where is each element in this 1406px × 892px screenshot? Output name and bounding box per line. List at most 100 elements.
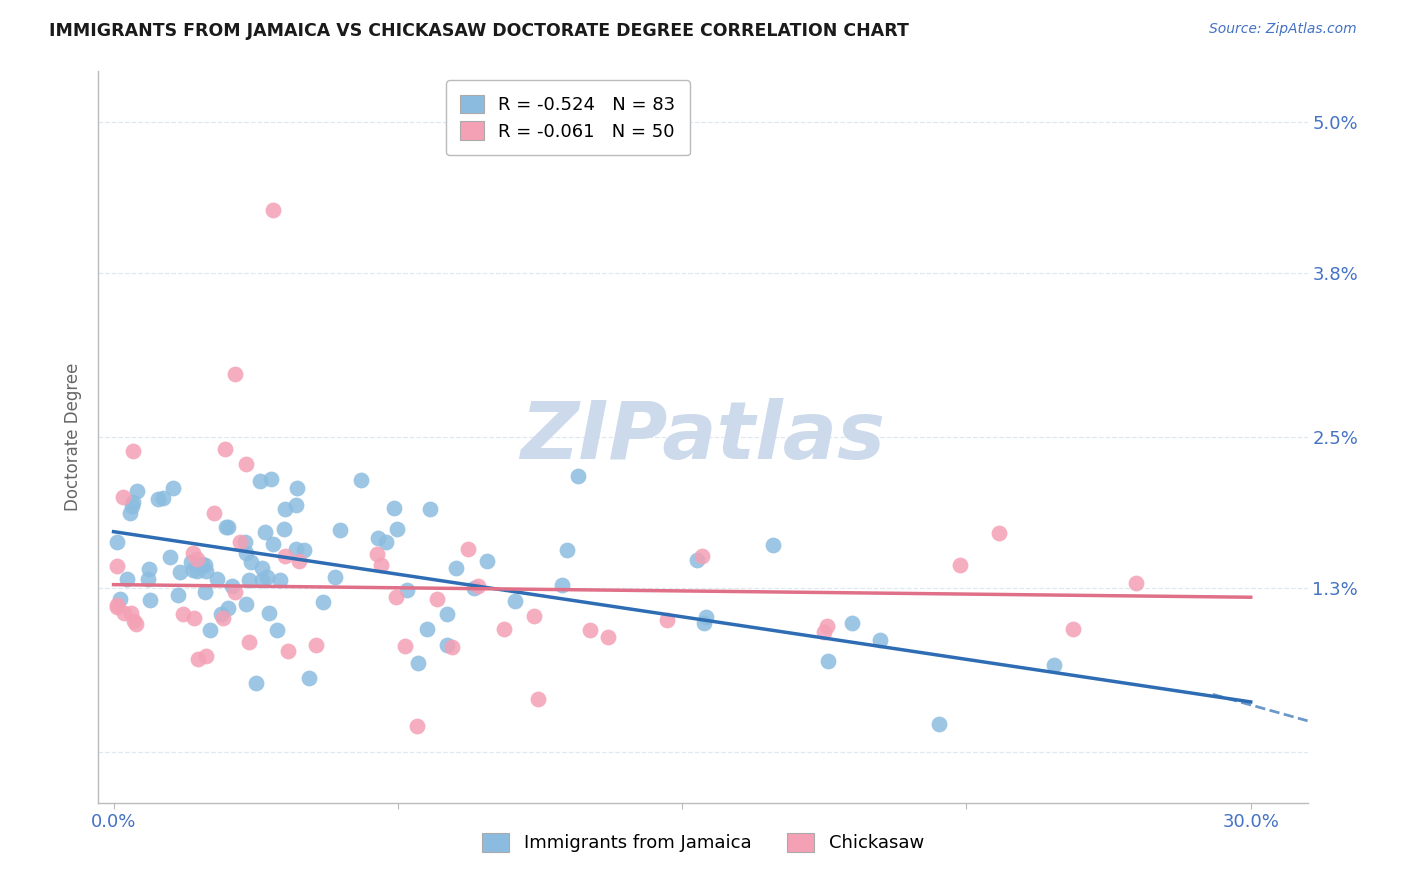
Point	[235, 457, 257, 471]
Point	[209, 607, 232, 622]
Point	[207, 572, 229, 586]
Point	[162, 481, 184, 495]
Point	[139, 592, 162, 607]
Point	[136, 572, 159, 586]
Point	[181, 546, 204, 560]
Point	[686, 553, 709, 567]
Point	[122, 495, 145, 509]
Point	[269, 574, 291, 588]
Point	[457, 541, 479, 556]
Point	[370, 558, 392, 573]
Point	[323, 569, 346, 583]
Point	[329, 523, 352, 537]
Point	[257, 606, 280, 620]
Point	[557, 542, 579, 557]
Point	[233, 535, 256, 549]
Point	[274, 502, 297, 516]
Point	[250, 561, 273, 575]
Point	[1125, 575, 1147, 590]
Point	[815, 619, 838, 633]
Point	[181, 563, 204, 577]
Point	[366, 547, 388, 561]
Point	[121, 444, 143, 458]
Point	[146, 492, 169, 507]
Point	[249, 474, 271, 488]
Point	[579, 624, 602, 638]
Point	[200, 623, 222, 637]
Point	[121, 499, 143, 513]
Text: Source: ZipAtlas.com: Source: ZipAtlas.com	[1209, 22, 1357, 37]
Point	[419, 501, 441, 516]
Point	[235, 545, 257, 559]
Point	[180, 555, 202, 569]
Point	[194, 585, 217, 599]
Point	[312, 595, 335, 609]
Point	[238, 574, 260, 588]
Point	[217, 601, 239, 615]
Y-axis label: Doctorate Degree: Doctorate Degree	[63, 363, 82, 511]
Point	[172, 607, 194, 622]
Point	[928, 716, 950, 731]
Point	[266, 624, 288, 638]
Point	[298, 671, 321, 685]
Point	[527, 691, 550, 706]
Point	[523, 608, 546, 623]
Point	[503, 594, 526, 608]
Point	[463, 581, 485, 595]
Point	[440, 640, 463, 654]
Point	[596, 630, 619, 644]
Point	[262, 203, 284, 218]
Point	[245, 676, 267, 690]
Point	[260, 472, 283, 486]
Point	[366, 531, 388, 545]
Point	[224, 585, 246, 599]
Point	[817, 654, 839, 668]
Point	[841, 615, 863, 630]
Point	[436, 607, 458, 622]
Point	[274, 549, 297, 564]
Point	[125, 617, 148, 632]
Point	[193, 558, 215, 573]
Point	[105, 535, 128, 549]
Point	[382, 500, 405, 515]
Point	[212, 611, 235, 625]
Point	[551, 578, 574, 592]
Point	[288, 554, 311, 568]
Point	[284, 542, 307, 557]
Point	[115, 572, 138, 586]
Point	[186, 552, 208, 566]
Point	[167, 588, 190, 602]
Point	[194, 648, 217, 663]
Point	[492, 622, 515, 636]
Point	[396, 582, 419, 597]
Point	[159, 550, 181, 565]
Point	[350, 473, 373, 487]
Point	[138, 562, 160, 576]
Point	[415, 622, 437, 636]
Point	[228, 535, 250, 549]
Point	[869, 632, 891, 647]
Point	[567, 468, 589, 483]
Point	[253, 525, 276, 540]
Point	[690, 549, 713, 563]
Point	[273, 522, 295, 536]
Point	[695, 609, 717, 624]
Point	[122, 614, 145, 628]
Point	[186, 564, 208, 578]
Point	[305, 638, 328, 652]
Point	[1043, 657, 1066, 672]
Point	[385, 522, 408, 536]
Point	[120, 506, 142, 520]
Point	[436, 639, 458, 653]
Point	[813, 625, 835, 640]
Point	[426, 591, 449, 606]
Point	[183, 610, 205, 624]
Point	[108, 592, 131, 607]
Point	[190, 557, 212, 571]
Point	[292, 542, 315, 557]
Point	[256, 570, 278, 584]
Point	[235, 597, 257, 611]
Point	[385, 590, 408, 604]
Point	[120, 607, 142, 621]
Point	[214, 442, 236, 457]
